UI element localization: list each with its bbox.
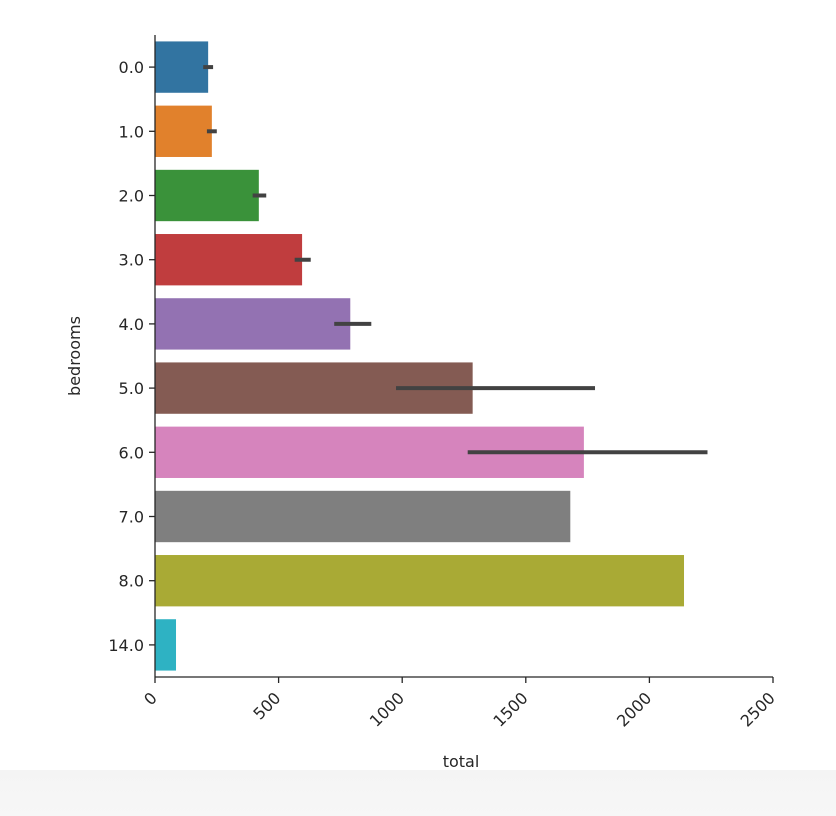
bar-1.0 (155, 105, 212, 157)
y-tick-label: 1.0 (119, 122, 144, 141)
y-tick-label: 5.0 (119, 379, 144, 398)
bar-chart: 0.0 1.0 2.0 3.0 4.0 5.0 6.0 7.0 8.0 14.0 0 500 1000… (65, 35, 779, 771)
axes-group (154, 35, 773, 678)
y-tick-label: 6.0 (119, 443, 144, 462)
y-axis-label: bedrooms (65, 316, 84, 396)
y-tick-label: 14.0 (108, 636, 144, 655)
chart-svg: 0.0 1.0 2.0 3.0 4.0 5.0 6.0 7.0 8.0 14.0 0 500 1000… (65, 35, 779, 771)
bar-8.0 (155, 555, 685, 607)
x-ticks-group: 0 500 1000 1500 2000 2500 (140, 677, 779, 731)
x-tick-label: 2500 (737, 688, 779, 730)
y-tick-label: 8.0 (119, 572, 144, 591)
x-tick-label: 1500 (489, 688, 531, 730)
bar-2.0 (155, 169, 259, 222)
y-tick-label: 7.0 (119, 508, 144, 527)
bar-3.0 (155, 234, 303, 286)
x-tick-label: 500 (249, 688, 284, 723)
y-tick-label: 0.0 (119, 58, 144, 77)
x-tick-label: 1000 (366, 688, 408, 730)
bar-4.0 (155, 298, 351, 350)
y-tick-label: 3.0 (119, 251, 144, 270)
bars-group (155, 41, 685, 671)
bar-0.0 (155, 41, 209, 93)
bar-7.0 (155, 490, 571, 543)
y-tick-label: 4.0 (119, 315, 144, 334)
x-tick-label: 2000 (613, 688, 655, 730)
y-ticks-group: 0.0 1.0 2.0 3.0 4.0 5.0 6.0 7.0 8.0 14.0 (108, 58, 155, 655)
bottom-panel (0, 770, 836, 816)
x-axis-label: total (443, 752, 480, 770)
y-tick-label: 2.0 (119, 187, 144, 206)
error-bars-group (203, 65, 708, 455)
x-tick-label: 0 (140, 688, 161, 709)
bar-14.0 (155, 619, 177, 671)
